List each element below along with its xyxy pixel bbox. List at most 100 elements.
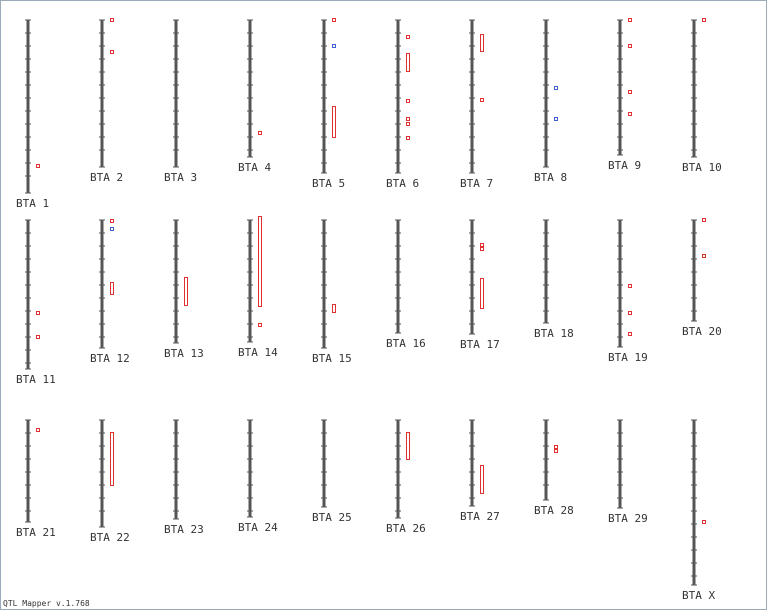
- chromosome: [470, 20, 474, 173]
- chromosome-label: BTA 28: [534, 504, 574, 517]
- chromosome: [544, 420, 548, 500]
- qtl-marker: [406, 432, 410, 460]
- qtl-marker: [702, 520, 706, 524]
- chromosome-label: BTA 29: [608, 512, 648, 525]
- chromosome: [100, 420, 104, 527]
- qtl-marker: [110, 227, 114, 231]
- chromosome: [26, 220, 30, 369]
- chromosome-label: BTA 10: [682, 161, 722, 174]
- chromosome-label: BTA 14: [238, 346, 278, 359]
- chromosome: [618, 20, 622, 155]
- qtl-marker: [258, 323, 262, 327]
- qtl-marker: [628, 311, 632, 315]
- qtl-marker: [110, 282, 114, 295]
- qtl-marker: [702, 18, 706, 22]
- chromosome-label: BTA 5: [312, 177, 345, 190]
- qtl-marker: [628, 112, 632, 116]
- chromosome-label: BTA 9: [608, 159, 641, 172]
- chromosome: [174, 420, 178, 519]
- chromosome: [470, 420, 474, 506]
- chromosome-label: BTA 2: [90, 171, 123, 184]
- chromosome-label: BTA 21: [16, 526, 56, 539]
- chromosome: [248, 20, 252, 157]
- qtl-marker: [554, 86, 558, 90]
- chromosome: [100, 20, 104, 167]
- qtl-marker: [332, 106, 336, 138]
- chromosome: [322, 420, 326, 507]
- qtl-marker: [628, 18, 632, 22]
- chromosome-label: BTA 17: [460, 338, 500, 351]
- chromosome-label: BTA 22: [90, 531, 130, 544]
- chromosome-label: BTA 12: [90, 352, 130, 365]
- chromosome-label: BTA 13: [164, 347, 204, 360]
- chromosome: [470, 220, 474, 334]
- qtl-marker: [554, 449, 558, 453]
- qtl-marker: [258, 216, 262, 307]
- chromosome: [396, 220, 400, 333]
- chromosome-label: BTA 23: [164, 523, 204, 536]
- qtl-marker: [702, 218, 706, 222]
- chromosome: [248, 420, 252, 517]
- chromosome: [396, 20, 400, 173]
- chromosome: [26, 20, 30, 193]
- qtl-marker: [628, 44, 632, 48]
- chromosome-label: BTA 8: [534, 171, 567, 184]
- chromosome: [618, 420, 622, 508]
- chromosome-label: BTA 20: [682, 325, 722, 338]
- qtl-marker: [36, 311, 40, 315]
- qtl-marker: [36, 428, 40, 432]
- chromosome-label: BTA 1: [16, 197, 49, 210]
- chromosome-label: BTA X: [682, 589, 715, 602]
- chromosome: [248, 220, 252, 342]
- qtl-marker: [480, 247, 484, 251]
- qtl-marker: [406, 136, 410, 140]
- qtl-marker: [480, 34, 484, 52]
- qtl-marker: [110, 432, 114, 486]
- qtl-marker: [480, 243, 484, 247]
- qtl-marker: [480, 465, 484, 494]
- qtl-marker: [406, 53, 410, 72]
- qtl-marker: [406, 117, 410, 121]
- chromosome-label: BTA 7: [460, 177, 493, 190]
- qtl-marker: [628, 90, 632, 94]
- qtl-marker: [406, 35, 410, 39]
- chromosome: [692, 220, 696, 321]
- chromosome: [396, 420, 400, 518]
- chromosome-label: BTA 25: [312, 511, 352, 524]
- qtl-marker: [480, 98, 484, 102]
- qtl-marker: [554, 117, 558, 121]
- qtl-marker: [258, 131, 262, 135]
- qtl-marker: [332, 18, 336, 22]
- chromosome: [618, 220, 622, 347]
- chromosome: [692, 420, 696, 585]
- chromosome-label: BTA 15: [312, 352, 352, 365]
- chromosome-label: BTA 18: [534, 327, 574, 340]
- qtl-marker: [554, 445, 558, 449]
- qtl-marker: [628, 284, 632, 288]
- chromosome-label: BTA 16: [386, 337, 426, 350]
- chromosome: [692, 20, 696, 157]
- qtl-marker: [110, 18, 114, 22]
- chromosome-label: BTA 6: [386, 177, 419, 190]
- chromosome-label: BTA 26: [386, 522, 426, 535]
- qtl-marker: [406, 122, 410, 126]
- chromosome-label: BTA 3: [164, 171, 197, 184]
- chromosome-label: BTA 27: [460, 510, 500, 523]
- qtl-marker: [332, 304, 336, 313]
- chromosome: [322, 20, 326, 173]
- chromosome: [544, 20, 548, 167]
- chromosome-label: BTA 19: [608, 351, 648, 364]
- qtl-marker: [702, 254, 706, 258]
- qtl-marker: [110, 50, 114, 54]
- qtl-marker: [332, 44, 336, 48]
- qtl-marker: [628, 332, 632, 336]
- qtl-marker: [480, 278, 484, 309]
- footer: QTL Mapper v.1.768: [3, 599, 90, 608]
- chromosome: [100, 220, 104, 348]
- chromosome-label: BTA 24: [238, 521, 278, 534]
- qtl-marker: [406, 99, 410, 103]
- chromosome: [322, 220, 326, 348]
- chromosome: [174, 20, 178, 167]
